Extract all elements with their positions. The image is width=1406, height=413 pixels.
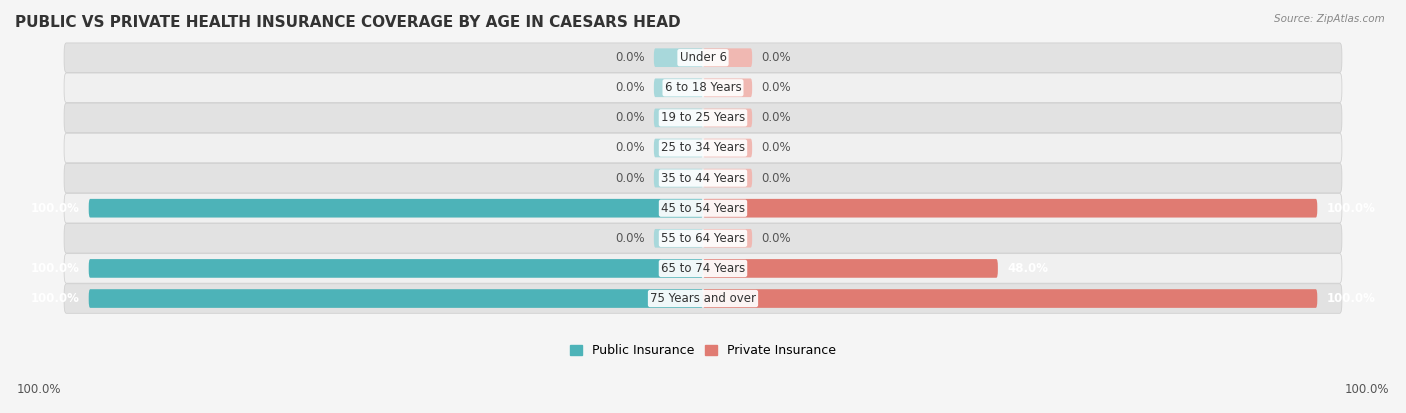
FancyBboxPatch shape [65,284,1341,313]
Text: Under 6: Under 6 [679,51,727,64]
Text: 100.0%: 100.0% [1344,384,1389,396]
Text: PUBLIC VS PRIVATE HEALTH INSURANCE COVERAGE BY AGE IN CAESARS HEAD: PUBLIC VS PRIVATE HEALTH INSURANCE COVER… [15,15,681,30]
Text: 100.0%: 100.0% [31,262,80,275]
FancyBboxPatch shape [654,139,703,157]
FancyBboxPatch shape [65,254,1341,283]
Text: 0.0%: 0.0% [614,142,644,154]
Text: 0.0%: 0.0% [614,112,644,124]
FancyBboxPatch shape [654,169,703,188]
FancyBboxPatch shape [703,259,998,278]
FancyBboxPatch shape [703,229,752,248]
Text: 0.0%: 0.0% [614,232,644,245]
Text: 0.0%: 0.0% [762,112,792,124]
FancyBboxPatch shape [65,223,1341,253]
Text: 100.0%: 100.0% [31,202,80,215]
Text: 6 to 18 Years: 6 to 18 Years [665,81,741,94]
FancyBboxPatch shape [703,109,752,127]
Text: 25 to 34 Years: 25 to 34 Years [661,142,745,154]
FancyBboxPatch shape [65,133,1341,163]
Text: Source: ZipAtlas.com: Source: ZipAtlas.com [1274,14,1385,24]
Legend: Public Insurance, Private Insurance: Public Insurance, Private Insurance [565,339,841,362]
FancyBboxPatch shape [703,48,752,67]
FancyBboxPatch shape [654,229,703,248]
FancyBboxPatch shape [65,193,1341,223]
Text: 45 to 54 Years: 45 to 54 Years [661,202,745,215]
Text: 19 to 25 Years: 19 to 25 Years [661,112,745,124]
FancyBboxPatch shape [89,289,703,308]
FancyBboxPatch shape [65,43,1341,72]
Text: 55 to 64 Years: 55 to 64 Years [661,232,745,245]
FancyBboxPatch shape [703,78,752,97]
Text: 35 to 44 Years: 35 to 44 Years [661,172,745,185]
FancyBboxPatch shape [654,48,703,67]
Text: 0.0%: 0.0% [762,51,792,64]
Text: 100.0%: 100.0% [1326,292,1375,305]
Text: 0.0%: 0.0% [614,81,644,94]
FancyBboxPatch shape [65,103,1341,133]
FancyBboxPatch shape [703,139,752,157]
FancyBboxPatch shape [703,199,1317,218]
FancyBboxPatch shape [65,164,1341,193]
Text: 0.0%: 0.0% [614,51,644,64]
FancyBboxPatch shape [654,109,703,127]
Text: 0.0%: 0.0% [762,81,792,94]
Text: 75 Years and over: 75 Years and over [650,292,756,305]
Text: 0.0%: 0.0% [762,142,792,154]
FancyBboxPatch shape [703,289,1317,308]
Text: 100.0%: 100.0% [17,384,62,396]
FancyBboxPatch shape [654,78,703,97]
Text: 48.0%: 48.0% [1007,262,1047,275]
Text: 65 to 74 Years: 65 to 74 Years [661,262,745,275]
Text: 0.0%: 0.0% [762,172,792,185]
FancyBboxPatch shape [89,259,703,278]
Text: 100.0%: 100.0% [31,292,80,305]
Text: 0.0%: 0.0% [762,232,792,245]
FancyBboxPatch shape [65,73,1341,102]
FancyBboxPatch shape [703,169,752,188]
Text: 100.0%: 100.0% [1326,202,1375,215]
Text: 0.0%: 0.0% [614,172,644,185]
FancyBboxPatch shape [89,199,703,218]
